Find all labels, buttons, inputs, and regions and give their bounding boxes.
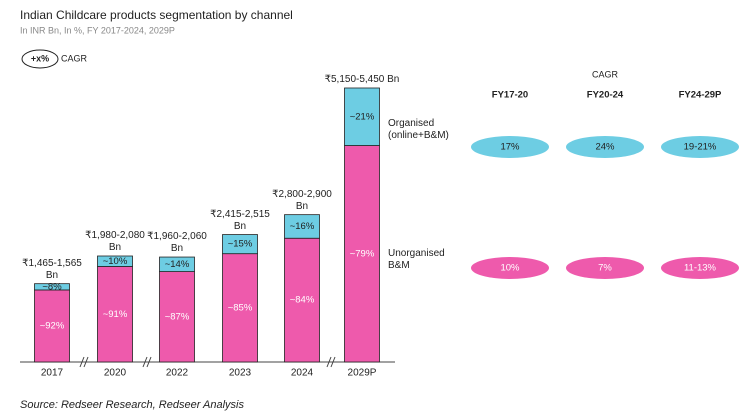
bar-value-label: ~15% xyxy=(228,239,253,250)
total-label: ₹1,980-2,080 Bn xyxy=(85,229,145,253)
cagr-value: 17% xyxy=(500,142,520,153)
total-label: ₹5,150-5,450 Bn xyxy=(324,73,400,85)
cagr-ellipse xyxy=(566,136,644,158)
x-tick-label: 2023 xyxy=(229,368,252,379)
bar-segment xyxy=(97,266,133,363)
x-tick-label: 2029P xyxy=(348,368,377,379)
x-tick-label: 2022 xyxy=(166,368,189,379)
bar-value-label: ~21% xyxy=(350,111,375,122)
cagr-ellipse xyxy=(471,136,549,158)
bar-value-label: ~87% xyxy=(165,311,190,322)
bar-segment xyxy=(222,253,258,363)
bar-segment xyxy=(344,87,380,146)
cagr-ellipse xyxy=(566,257,644,279)
bar-value-label: ~14% xyxy=(165,259,190,270)
cagr-header: CAGR xyxy=(592,69,619,79)
bar-value-label: ~16% xyxy=(290,221,315,232)
total-label: ₹2,415-2,515 Bn xyxy=(210,208,270,232)
source: Source: Redseer Research, Redseer Analys… xyxy=(20,399,244,411)
bar-value-label: ~10% xyxy=(103,256,128,267)
chart-title: Indian Childcare products segmentation b… xyxy=(20,8,293,22)
bar-segment xyxy=(284,214,320,239)
bar-value-label: ~8% xyxy=(42,281,62,292)
axis-breaks xyxy=(79,356,336,368)
cagr-legend-label: CAGR xyxy=(61,53,88,63)
x-tick-label: 2020 xyxy=(104,368,127,379)
total-label: ₹1,465-1,565 Bn xyxy=(22,257,82,281)
cagr-ellipse xyxy=(661,257,739,279)
legend-label: Unorganised B&M xyxy=(388,248,445,271)
cagr-value: 10% xyxy=(500,263,520,274)
bar-value-label: ~85% xyxy=(228,302,253,313)
cagr-column: FY20-24 xyxy=(587,90,624,101)
cagr-value: 24% xyxy=(595,142,615,153)
bar-segment xyxy=(34,289,70,363)
cagr-value: 19-21% xyxy=(684,142,717,153)
bar-segment xyxy=(159,256,195,272)
cagr-column: FY24-29P xyxy=(679,90,722,101)
legend-label: Organised (online+B&M) xyxy=(388,118,449,141)
cagr-value: 11-13% xyxy=(684,263,717,274)
bar-value-label: ~84% xyxy=(290,295,315,306)
total-label: ₹1,960-2,060 Bn xyxy=(147,231,207,255)
cagr-column: FY17-20 xyxy=(492,90,528,101)
bar-segment xyxy=(222,234,258,255)
cagr-legend-symbol: +x% xyxy=(31,53,49,63)
cagr-legend-symbol-shape xyxy=(21,49,59,69)
bar-segment xyxy=(159,271,195,363)
bar-value-label: ~79% xyxy=(350,248,375,259)
bar-segment xyxy=(97,255,133,267)
x-tick-label: 2024 xyxy=(291,368,314,379)
bar-value-label: ~91% xyxy=(103,309,128,320)
chart-subtitle: In INR Bn, In %, FY 2017-2024, 2029P xyxy=(20,25,175,35)
cagr-ellipse xyxy=(471,257,549,279)
cagr-ellipse xyxy=(661,136,739,158)
bar-segment xyxy=(34,283,70,291)
cagr-value: 7% xyxy=(598,263,612,274)
total-label: ₹2,800-2,900 Bn xyxy=(272,188,332,212)
bar-segment xyxy=(344,145,380,363)
x-tick-label: 2017 xyxy=(41,368,64,379)
bar-value-label: ~92% xyxy=(40,320,65,331)
